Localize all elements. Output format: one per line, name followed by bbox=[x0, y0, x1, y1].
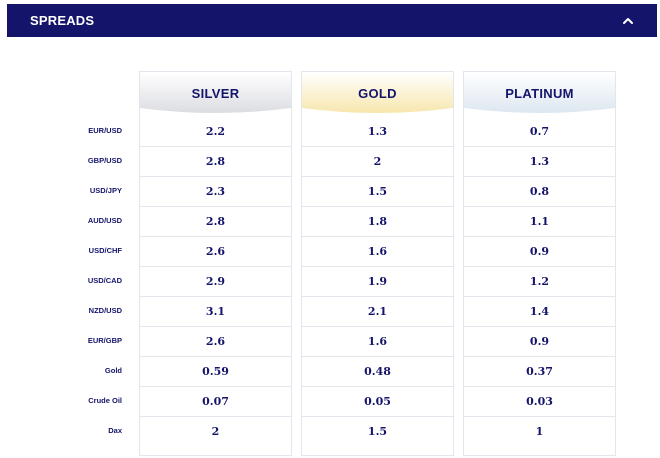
spread-cell-platinum-aud-usd: 1.1 bbox=[464, 206, 615, 236]
row-label-aud-usd: AUD/USD bbox=[87, 215, 122, 225]
spread-cell-platinum-eur-usd: 0.7 bbox=[529, 124, 550, 138]
chevron-up-icon bbox=[623, 18, 633, 24]
row-label-crude-oil: Crude Oil bbox=[88, 395, 122, 405]
row-label-gold: Gold bbox=[104, 365, 122, 375]
spread-cell-gold-nzd-usd: 2.1 bbox=[302, 296, 453, 326]
column-title: GOLD bbox=[358, 85, 397, 101]
collapse-button[interactable] bbox=[613, 4, 643, 37]
row-label-nzd-usd: NZD/USD bbox=[88, 305, 122, 315]
spread-cell-silver-eur-gbp: 2.6 bbox=[140, 326, 291, 356]
spread-cell-platinum-dax: 1 bbox=[464, 416, 615, 446]
spread-cell-gold-usd-cad: 1.9 bbox=[302, 266, 453, 296]
spread-cell-platinum-usd-cad: 1.2 bbox=[464, 266, 615, 296]
spread-cell-silver-usd-jpy: 2.3 bbox=[140, 176, 291, 206]
column-title: PLATINUM bbox=[505, 85, 574, 101]
column-header-silver: SILVER bbox=[140, 72, 291, 116]
spread-cell-platinum-usd-chf: 0.9 bbox=[464, 236, 615, 266]
row-label-gbp-usd: GBP/USD bbox=[87, 155, 122, 165]
spread-cell-silver-crude-oil: 0.07 bbox=[140, 386, 291, 416]
spread-cell-silver-usd-cad: 2.9 bbox=[140, 266, 291, 296]
spread-cell-gold-eur-gbp: 1.6 bbox=[302, 326, 453, 356]
column-gold: GOLD 1.3 2 1.5 1.8 1.6 1.9 2.1 1.6 0.48 0.05 1.5 bbox=[301, 71, 454, 456]
spread-cell-silver-usd-chf: 2.6 bbox=[140, 236, 291, 266]
spread-cell-silver-dax: 2 bbox=[140, 416, 291, 446]
spread-cell-gold-eur-usd: 1.3 bbox=[367, 124, 388, 138]
section-title: SPREADS bbox=[30, 13, 95, 28]
row-label-usd-jpy: USD/JPY bbox=[89, 185, 122, 195]
column-header-gold: GOLD bbox=[302, 72, 453, 116]
row-label-eur-usd: EUR/USD bbox=[88, 125, 122, 135]
spread-cell-silver-gbp-usd: 2.8 bbox=[140, 146, 291, 176]
spread-cell-gold-dax: 1.5 bbox=[302, 416, 453, 446]
row-label-eur-gbp: EUR/GBP bbox=[87, 335, 122, 345]
spread-cell-platinum-nzd-usd: 1.4 bbox=[464, 296, 615, 326]
spread-cell-gold-aud-usd: 1.8 bbox=[302, 206, 453, 236]
row-label-usd-chf: USD/CHF bbox=[88, 245, 122, 255]
column-platinum: PLATINUM 0.7 1.3 0.8 1.1 0.9 1.2 1.4 0.9 0.37 0.03… bbox=[463, 71, 616, 456]
spread-cell-platinum-crude-oil: 0.03 bbox=[464, 386, 615, 416]
header-curve-shape bbox=[464, 72, 615, 113]
spread-cell-gold-gold: 0.48 bbox=[302, 356, 453, 386]
row-label-dax: Dax bbox=[108, 425, 122, 435]
row-label-usd-cad: USD/CAD bbox=[87, 275, 122, 285]
column-header-platinum: PLATINUM bbox=[464, 72, 615, 116]
spreads-header[interactable]: SPREADS bbox=[7, 4, 657, 37]
spread-cell-silver-gold: 0.59 bbox=[140, 356, 291, 386]
column-title: SILVER bbox=[191, 85, 240, 101]
spread-cell-silver-aud-usd: 2.8 bbox=[140, 206, 291, 236]
spread-cell-gold-gbp-usd: 2 bbox=[302, 146, 453, 176]
spread-cell-platinum-gbp-usd: 1.3 bbox=[464, 146, 615, 176]
spread-cell-platinum-gold: 0.37 bbox=[464, 356, 615, 386]
spread-cell-platinum-usd-jpy: 0.8 bbox=[464, 176, 615, 206]
header-curve-shape bbox=[140, 72, 291, 113]
spread-cell-gold-usd-jpy: 1.5 bbox=[302, 176, 453, 206]
spread-cell-gold-usd-chf: 1.6 bbox=[302, 236, 453, 266]
spread-cell-platinum-eur-gbp: 0.9 bbox=[464, 326, 615, 356]
spread-cell-gold-crude-oil: 0.05 bbox=[302, 386, 453, 416]
spread-cell-silver-eur-usd: 2.2 bbox=[205, 124, 226, 138]
spread-cell-silver-nzd-usd: 3.1 bbox=[140, 296, 291, 326]
header-curve-shape bbox=[302, 72, 453, 113]
column-silver: SILVER 2.2 2.8 2.3 2.8 2.6 2.9 3.1 2.6 0.59 0.07 2 bbox=[139, 71, 292, 456]
